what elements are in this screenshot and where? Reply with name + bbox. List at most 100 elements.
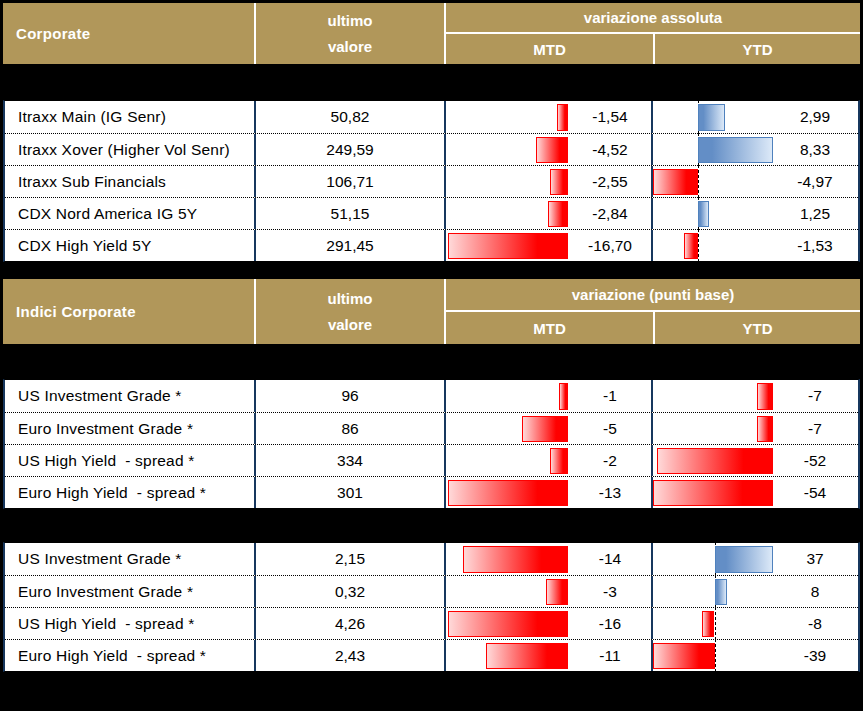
- ytd-bar-zone: [653, 101, 773, 133]
- mtd-cell: -16,70: [444, 230, 651, 261]
- ytd-cell: -8: [651, 608, 858, 639]
- valore-label: valore: [328, 38, 372, 55]
- variation-title: variazione assoluta: [446, 3, 860, 34]
- mtd-bar-zone: [448, 166, 568, 197]
- ytd-value: 2,99: [772, 101, 858, 133]
- mtd-cell: -3: [444, 576, 651, 607]
- ytd-data-bar-positive: [698, 137, 773, 163]
- ytd-value: 37: [772, 543, 858, 575]
- mtd-bar-zone: [448, 608, 568, 639]
- corporate-table-header: Corporate ultimo valore variazione assol…: [3, 3, 860, 64]
- ytd-bar-zone: [653, 413, 773, 444]
- row-last-value: 0,32: [254, 576, 444, 607]
- mtd-value: -5: [569, 413, 651, 444]
- ytd-value: -39: [772, 640, 858, 671]
- variation-column-group: variazione (punti base) MTD YTD: [444, 279, 860, 344]
- ytd-axis-line: [715, 607, 716, 640]
- ytd-axis-line: [698, 165, 699, 198]
- mtd-data-bar-negative: [463, 546, 568, 573]
- indici-corporate-table-header: Indici Corporate ultimo valore variazion…: [3, 279, 860, 344]
- ytd-column-header: YTD: [653, 34, 860, 64]
- table-row: US High Yield - spread *334-2-52: [5, 444, 858, 476]
- mtd-value: -16,70: [569, 230, 651, 261]
- separator: [3, 262, 860, 279]
- mtd-bar-zone: [448, 134, 568, 165]
- ytd-cell: -4,97: [651, 166, 858, 197]
- ytd-bar-zone: [653, 477, 773, 508]
- separator: [3, 344, 860, 379]
- mtd-bar-zone: [448, 198, 568, 229]
- mtd-data-bar-negative: [448, 480, 568, 506]
- ytd-value: -8: [772, 608, 858, 639]
- variation-column-group: variazione assoluta MTD YTD: [444, 3, 860, 64]
- ultimo-valore-column-header: ultimo valore: [254, 279, 444, 344]
- ultimo-label: ultimo: [328, 290, 373, 307]
- row-last-value: 291,45: [254, 230, 444, 261]
- mtd-value: -13: [569, 477, 651, 508]
- row-label: US Investment Grade *: [5, 380, 254, 412]
- indici-corporate-title: Indici Corporate: [3, 279, 254, 344]
- ytd-data-bar-negative: [702, 611, 715, 637]
- mtd-column-header: MTD: [446, 312, 653, 344]
- variation-title: variazione (punti base): [446, 279, 860, 312]
- ytd-bar-zone: [653, 576, 773, 607]
- corporate-table-rows: Itraxx Main (IG Senr)50,82-1,542,99Itrax…: [3, 100, 860, 262]
- mtd-data-bar-negative: [486, 643, 569, 669]
- table-row: CDX High Yield 5Y291,45 -16,70-1,53: [5, 229, 858, 261]
- table-row: Euro Investment Grade *86-5-7: [5, 412, 858, 444]
- ytd-cell: 8: [651, 576, 858, 607]
- separator: [3, 509, 860, 542]
- indici-spread-table-rows: US Investment Grade *96-1-7Euro Investme…: [3, 379, 860, 509]
- variation-subheaders: MTD YTD: [446, 312, 860, 344]
- mtd-cell: -14: [444, 543, 651, 575]
- mtd-data-bar-negative: [546, 579, 569, 605]
- mtd-data-bar-negative: [522, 416, 568, 442]
- ytd-bar-zone: [653, 640, 773, 671]
- ytd-value: -4,97: [772, 166, 858, 197]
- ytd-bar-zone: [653, 608, 773, 639]
- ytd-value: 8,33: [772, 134, 858, 165]
- mtd-value: -1,54: [569, 101, 651, 133]
- mtd-cell: -5: [444, 413, 651, 444]
- row-label: Euro High Yield - spread *: [5, 477, 254, 508]
- table-row: Euro High Yield - spread *2,43-11-39: [5, 639, 858, 671]
- ytd-cell: -52: [651, 445, 858, 476]
- ytd-cell: 1,25: [651, 198, 858, 229]
- row-label: CDX High Yield 5Y: [5, 230, 254, 261]
- mtd-data-bar-negative: [448, 611, 568, 637]
- mtd-value: -16: [569, 608, 651, 639]
- mtd-data-bar-negative: [448, 233, 568, 259]
- credit-indices-report: Corporate ultimo valore variazione assol…: [0, 0, 863, 711]
- table-row: Euro Investment Grade *0,32-38: [5, 575, 858, 607]
- mtd-cell: -16: [444, 608, 651, 639]
- mtd-value: -3: [569, 576, 651, 607]
- mtd-cell: -2: [444, 445, 651, 476]
- row-label: US Investment Grade *: [5, 543, 254, 575]
- mtd-value: -2,84: [569, 198, 651, 229]
- mtd-column-header: MTD: [446, 34, 653, 64]
- ytd-cell: -1,53: [651, 230, 858, 261]
- ytd-value: 8: [772, 576, 858, 607]
- row-last-value: 2,43: [254, 640, 444, 671]
- mtd-cell: -1: [444, 380, 651, 412]
- row-label: CDX Nord America IG 5Y: [5, 198, 254, 229]
- ytd-data-bar-negative: [653, 480, 773, 506]
- ytd-data-bar-positive: [715, 546, 773, 573]
- mtd-bar-zone: [448, 445, 568, 476]
- ytd-value: -52: [772, 445, 858, 476]
- table-row: US Investment Grade *96-1-7: [5, 380, 858, 412]
- ytd-data-bar-negative: [684, 233, 698, 259]
- mtd-bar-zone: [448, 413, 568, 444]
- variation-subheaders: MTD YTD: [446, 34, 860, 64]
- mtd-bar-zone: [448, 640, 568, 671]
- mtd-cell: -2,55: [444, 166, 651, 197]
- indici-yield-table-rows: US Investment Grade *2,15-1437Euro Inves…: [3, 542, 860, 672]
- row-label: Itraxx Sub Financials: [5, 166, 254, 197]
- ytd-value: 1,25: [772, 198, 858, 229]
- ytd-cell: 37: [651, 543, 858, 575]
- row-label: Itraxx Xover (Higher Vol Senr): [5, 134, 254, 165]
- separator: [3, 64, 860, 100]
- ytd-cell: -7: [651, 380, 858, 412]
- row-label: US High Yield - spread *: [5, 608, 254, 639]
- ytd-cell: 2,99: [651, 101, 858, 133]
